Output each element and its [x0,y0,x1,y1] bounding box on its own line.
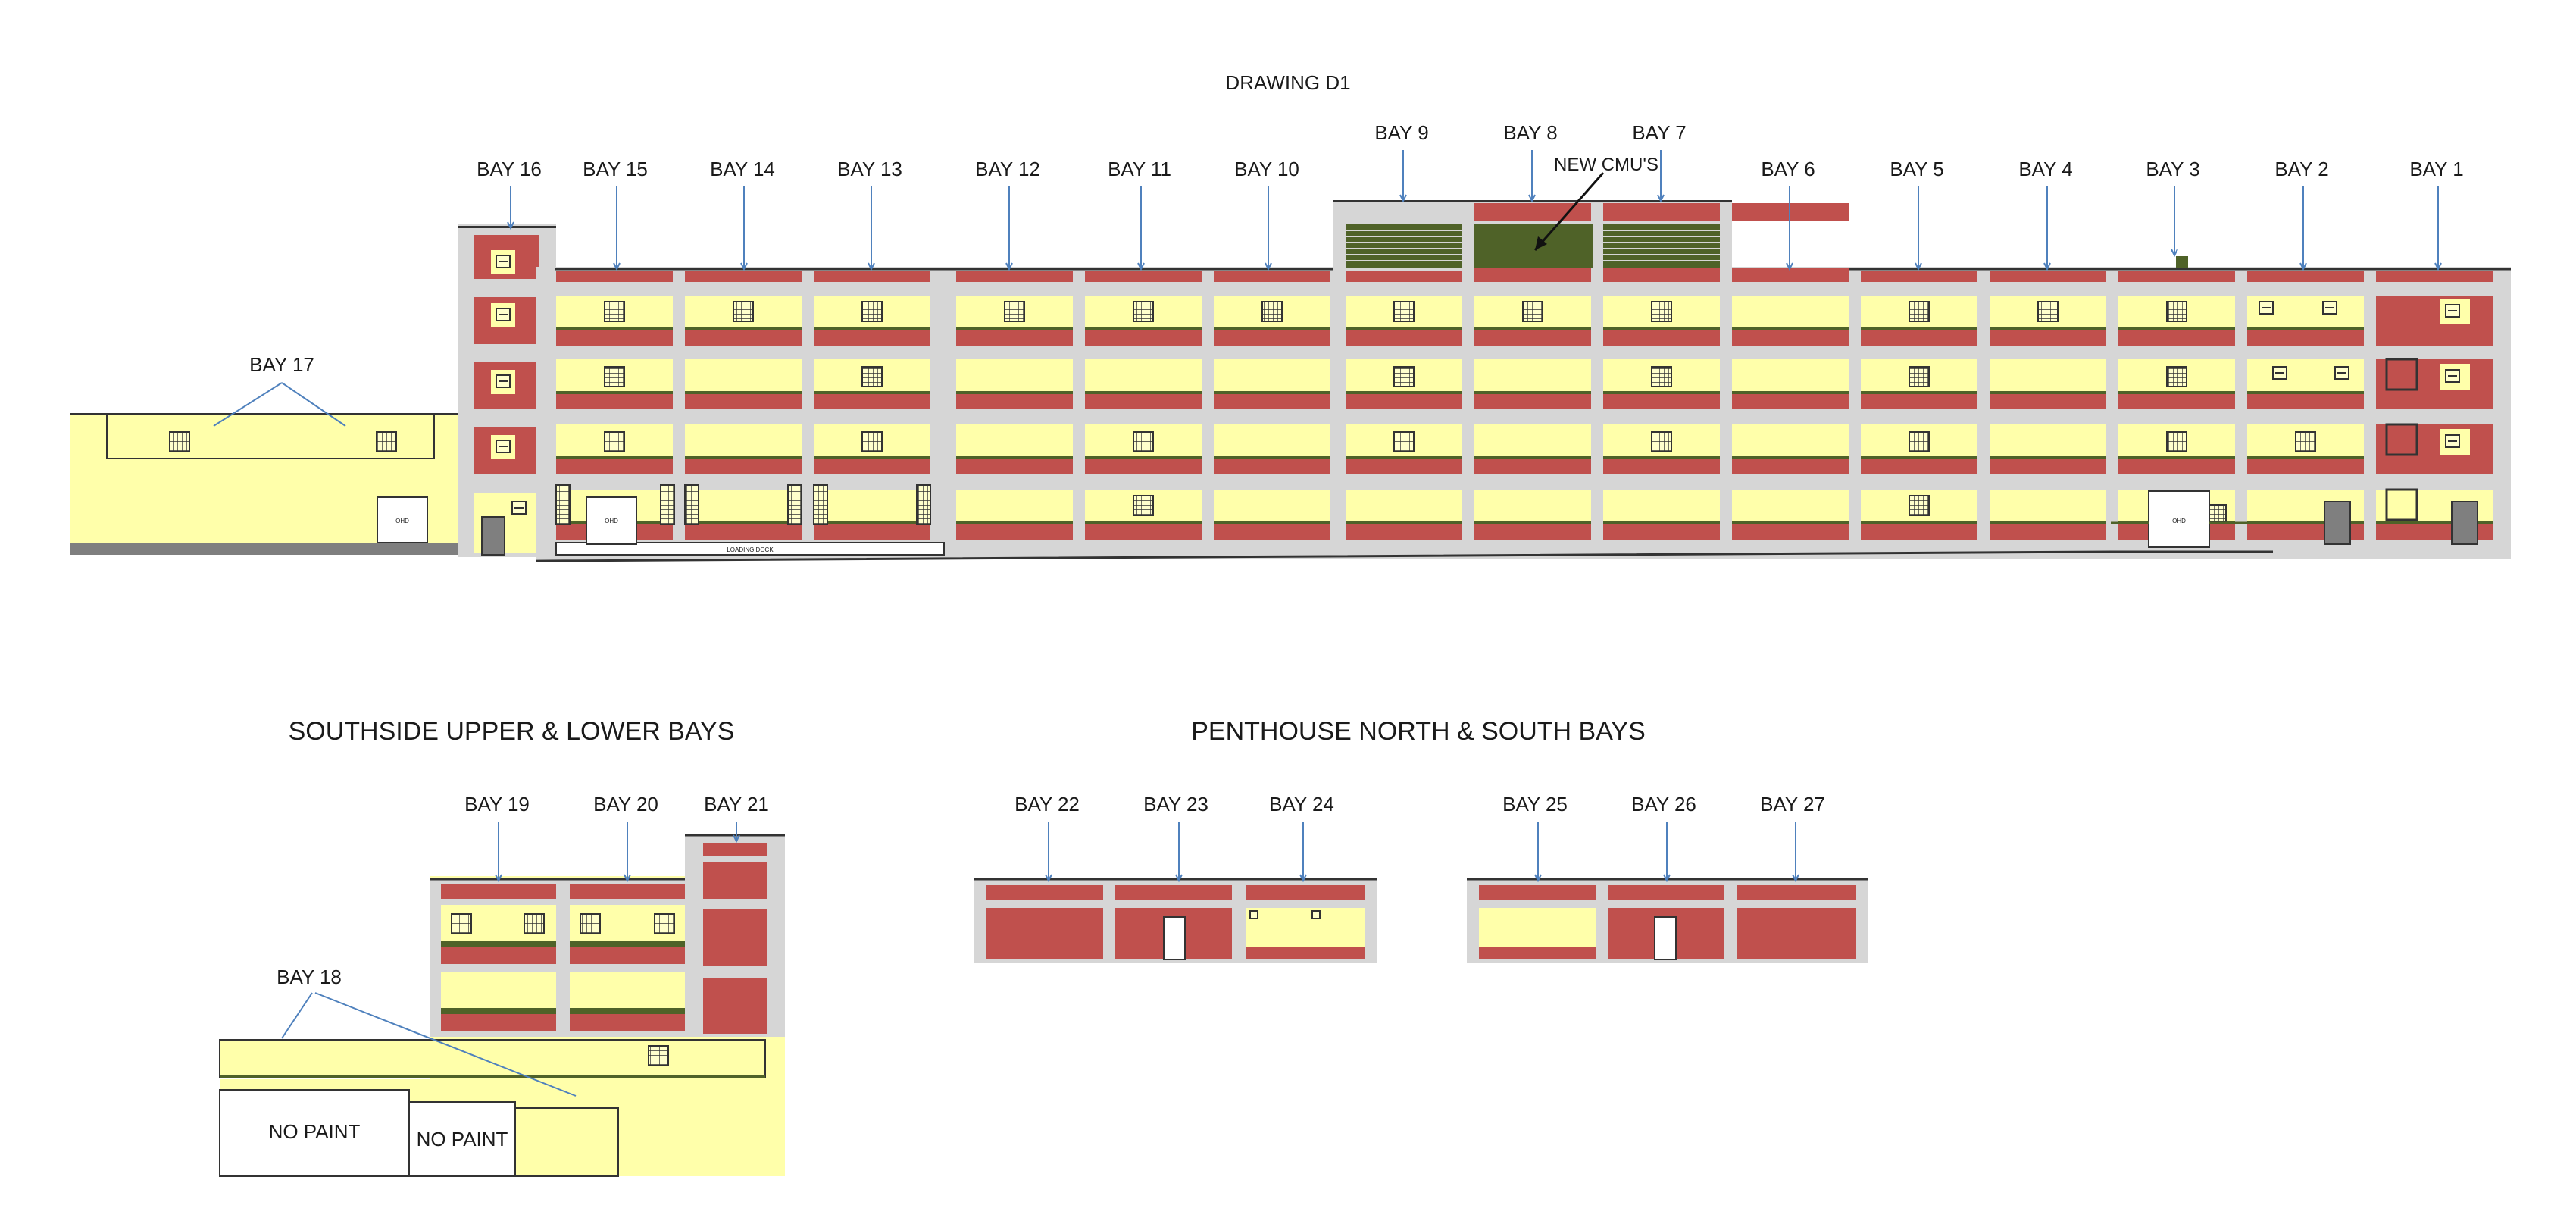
no-paint-label-2: NO PAINT [417,1128,508,1150]
window-icon [2037,301,2059,322]
window-strip-icon [555,484,571,525]
window-icon [1393,431,1415,452]
bay-label-bay-3: BAY 3 [2146,158,2199,180]
bay-label-bay-8: BAY 8 [1503,121,1557,144]
bay-17-label: BAY 17 [249,353,314,376]
bay-labels: BAY 16 BAY 15 BAY 14 BAY 13 BAY 12 BAY 11 BAY … [477,121,2464,271]
window-icon [1393,301,1415,322]
bay-24-label: BAY 24 [1269,793,1334,815]
window-icon [1133,495,1154,516]
window-icon [1651,431,1672,452]
cmu-stripes [1346,224,1720,268]
window-icon [1909,495,1930,516]
window-strip-icon [787,484,802,525]
window-icon [1651,301,1672,322]
bay-label-bay-2: BAY 2 [2274,158,2328,180]
window-icon [604,366,625,387]
window-icon [861,366,883,387]
window-icon [1393,366,1415,387]
bay-column-bay-14 [685,271,802,540]
bay-17-annex: OHD BAY 17 [70,353,458,555]
window-icon [2166,301,2187,322]
drawing-title: DRAWING D1 [1225,71,1350,94]
bay-21-label: BAY 21 [704,793,769,815]
window-strip-icon [813,484,828,525]
bay-1-red [2376,296,2493,474]
window-icon [1909,431,1930,452]
window-icon [1522,301,1543,322]
window-layer [555,301,2460,525]
bay-3-ohd-label: OHD [2172,518,2186,524]
window-strip-icon [660,484,675,525]
penthouse-labels: BAY 22 BAY 23 BAY 24 BAY 25 BAY 26 BAY 2… [1014,793,1825,883]
window-icon [1261,301,1283,322]
window-icon [861,301,883,322]
window-icon [861,431,883,452]
bay-label-bay-12: BAY 12 [975,158,1040,180]
window-strip-icon [684,484,699,525]
bay-label-bay-7: BAY 7 [1632,121,1686,144]
no-paint-label-1: NO PAINT [269,1120,361,1143]
window-icon [2295,431,2316,452]
bay-label-bay-6: BAY 6 [1761,158,1815,180]
window-strip-icon [916,484,931,525]
bay-label-bay-9: BAY 9 [1374,121,1428,144]
window-icon [2166,366,2187,387]
new-cmu-label: NEW CMU'S [1554,155,1658,175]
penthouse-north [974,878,1377,963]
bay-label-bay-15: BAY 15 [583,158,648,180]
bay-label-bay-10: BAY 10 [1234,158,1299,180]
bay-15-ohd-label: OHD [605,518,618,524]
bay-label-bay-1: BAY 1 [2409,158,2463,180]
bay-17-ohd-label: OHD [395,518,409,524]
bay-label-bay-11: BAY 11 [1108,158,1171,180]
penthouse-south [1467,878,1868,963]
loading-dock-label: LOADING DOCK [727,546,774,553]
window-icon [604,431,625,452]
bay-26-label: BAY 26 [1631,793,1696,815]
bay-18-label: BAY 18 [277,966,342,988]
window-icon [1909,366,1930,387]
window-icon [1133,301,1154,322]
window-icon [733,301,754,322]
bay-label-bay-14: BAY 14 [710,158,775,180]
window-icon [1133,431,1154,452]
bay-column-bay-12 [956,271,1073,540]
window-icon [1651,366,1672,387]
main-details: LOADING DOCK OHD OHD [536,172,2478,562]
southside-building: NO PAINT NO PAINT [219,834,785,1177]
bay-label-bay-5: BAY 5 [1890,158,1943,180]
bay-25-label: BAY 25 [1502,793,1568,815]
window-icon [2209,504,2227,522]
bay-label-bay-13: BAY 13 [837,158,902,180]
bay-column-bay-15 [556,271,673,540]
bay-label-bay-16: BAY 16 [477,158,542,180]
window-icon [604,301,625,322]
window-icon [2166,431,2187,452]
bay-20-label: BAY 20 [593,793,658,815]
window-icon [1909,301,1930,322]
bay-column-bay-4 [1990,271,2106,540]
bay-column-bay-6 [1732,203,1849,540]
window-icon [1004,301,1025,322]
bay-27-label: BAY 27 [1760,793,1825,815]
bay-label-bay-4: BAY 4 [2018,158,2072,180]
penthouse-title: PENTHOUSE NORTH & SOUTH BAYS [1191,717,1646,746]
bay-19-label: BAY 19 [464,793,530,815]
southside-title: SOUTHSIDE UPPER & LOWER BAYS [289,717,735,746]
bay-23-label: BAY 23 [1143,793,1208,815]
bay-22-label: BAY 22 [1014,793,1080,815]
southside-labels: BAY 19 BAY 20 BAY 21 BAY 18 [277,793,769,1097]
